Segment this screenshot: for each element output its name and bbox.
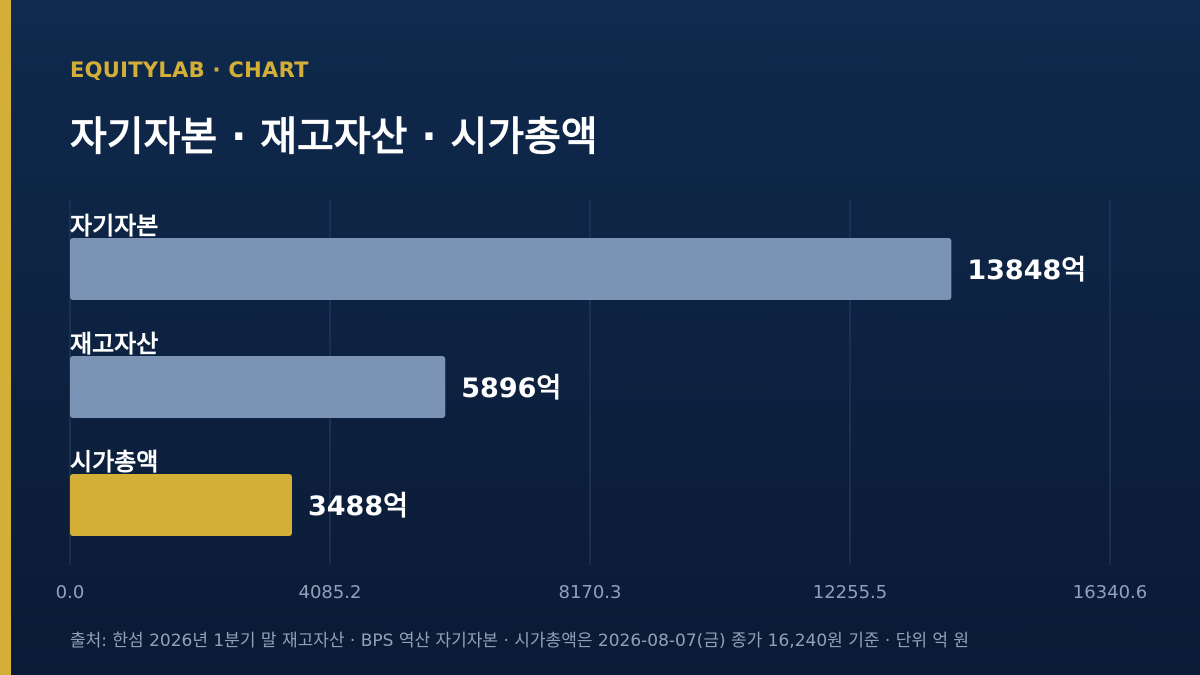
x-tick-label: 4085.2	[299, 582, 362, 603]
accent-stripe	[0, 0, 11, 675]
category-label: 재고자산	[70, 330, 158, 358]
x-tick-label: 0.0	[56, 582, 85, 603]
source-note: 출처: 한섬 2026년 1분기 말 재고자산 · BPS 역산 자기자본 · …	[70, 631, 970, 651]
bar-value-label: 3488억	[308, 491, 408, 522]
eyebrow-label: EQUITYLAB · CHART	[70, 58, 309, 82]
chart-title: 자기자본 · 재고자산 · 시가총액	[70, 114, 598, 160]
x-tick-label: 12255.5	[813, 582, 887, 603]
bar	[70, 356, 446, 418]
bar-value-label: 5896억	[461, 373, 561, 404]
x-tick-label: 8170.3	[559, 582, 622, 603]
bar	[70, 474, 292, 536]
category-label: 시가총액	[70, 448, 158, 476]
bar	[70, 238, 952, 300]
bar-value-label: 13848억	[967, 255, 1086, 286]
category-label: 자기자본	[70, 212, 158, 240]
x-tick-label: 16340.6	[1073, 582, 1147, 603]
